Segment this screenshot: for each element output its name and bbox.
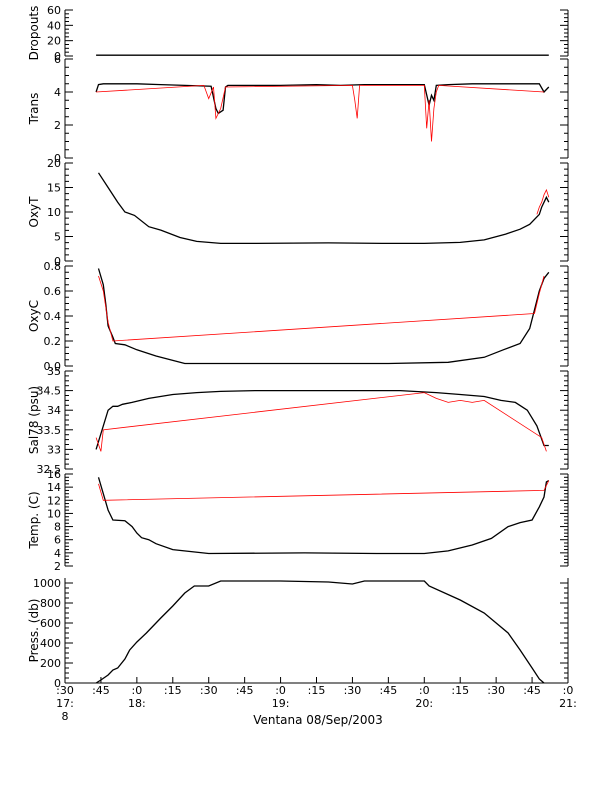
y-tick-label: 60 xyxy=(47,4,61,17)
series-line-oxyt-0 xyxy=(97,172,550,245)
x-tick-label: :15 xyxy=(164,684,182,697)
panel-oxyt: 0 5 10 15 20 OxyT xyxy=(27,157,569,268)
y-tick-label: 32.5 xyxy=(37,463,62,476)
y-tick-label: 33.5 xyxy=(37,424,62,437)
y-axis-label: OxyC xyxy=(27,300,41,332)
y-tick-label: 6 xyxy=(54,53,61,66)
hour-label: 21: xyxy=(559,697,577,710)
y-axis-label: Trans xyxy=(27,93,41,126)
y-tick-label: 800 xyxy=(40,597,61,610)
panel-sal78-psu: 32.5 33 33.5 34 34.5 35 Sal78 (psu) xyxy=(27,365,569,476)
y-tick-label: 1000 xyxy=(33,577,61,590)
y-tick-label: 10 xyxy=(47,507,61,520)
y-tick-label: 20 xyxy=(47,35,61,48)
y-tick-label: 600 xyxy=(40,617,61,630)
series-line-press-db-0 xyxy=(95,580,545,684)
y-tick-label: 6 xyxy=(54,534,61,547)
x-tick-label: :30 xyxy=(487,684,505,697)
y-tick-label: 34 xyxy=(47,404,61,417)
series-line-sal78-psu-1 xyxy=(95,392,547,452)
x-tick-label: :45 xyxy=(380,684,398,697)
series-line-oxyc-1 xyxy=(98,275,545,342)
y-tick-label: 0.8 xyxy=(44,260,62,273)
y-tick-label: 0.2 xyxy=(44,335,62,348)
y-tick-label: 5 xyxy=(54,231,61,244)
x-tick-label: :30 xyxy=(56,684,74,697)
y-tick-label: 0.6 xyxy=(44,285,62,298)
y-tick-label: 0 xyxy=(54,50,61,63)
y-tick-label: 200 xyxy=(40,657,61,670)
y-tick-label: 2 xyxy=(54,560,61,573)
x-tick-label: :0 xyxy=(131,684,142,697)
y-tick-label: 20 xyxy=(47,157,61,170)
y-tick-label: 14 xyxy=(47,481,61,494)
y-tick-label: 2 xyxy=(54,119,61,132)
series-line-trans-0 xyxy=(95,83,550,115)
y-tick-label: 0 xyxy=(54,677,61,690)
y-axis-label: Dropouts xyxy=(27,6,41,61)
panel-press-db: 0 200 400 600 800 1000 Press. (db) xyxy=(27,577,569,690)
x-tick-label: :30 xyxy=(200,684,218,697)
series-line-trans-1 xyxy=(96,84,545,142)
y-axis-label: OxyT xyxy=(27,196,41,228)
y-tick-label: 0.4 xyxy=(44,310,62,323)
y-tick-label: 0 xyxy=(54,255,61,268)
y-tick-label: 16 xyxy=(47,468,61,481)
y-tick-label: 33 xyxy=(47,443,61,456)
series-line-oxyt-1 xyxy=(536,188,550,215)
y-tick-label: 12 xyxy=(47,494,61,507)
series-line-oxyc-0 xyxy=(97,268,550,365)
y-tick-label: 4 xyxy=(54,86,61,99)
day-label: 8 xyxy=(62,710,69,723)
hour-label: 19: xyxy=(272,697,290,710)
y-tick-label: 0.0 xyxy=(44,360,62,373)
y-tick-label: 4 xyxy=(54,547,61,560)
hour-label: 18: xyxy=(128,697,146,710)
hour-label: 20: xyxy=(415,697,433,710)
x-tick-label: :0 xyxy=(275,684,286,697)
x-tick-label: :45 xyxy=(523,684,541,697)
x-tick-label: :45 xyxy=(236,684,254,697)
panel-dropouts: 0 20 40 60 Dropouts xyxy=(27,4,569,63)
series-line-sal78-psu-0 xyxy=(95,389,549,450)
x-tick-label: :15 xyxy=(451,684,469,697)
x-tick-label: :30 xyxy=(344,684,362,697)
y-tick-label: 10 xyxy=(47,206,61,219)
panel-oxyc: 0.0 0.2 0.4 0.6 0.8 OxyC xyxy=(27,260,569,373)
y-tick-label: 35 xyxy=(47,365,61,378)
y-axis-label: Press. (db) xyxy=(27,599,41,663)
panel-trans: 0 2 4 6 Trans xyxy=(27,53,569,165)
y-axis-label: Temp. (C) xyxy=(27,491,41,549)
y-axis-label: Sal78 (psu) xyxy=(27,386,41,454)
panels-layer: 0204060Dropouts0246Trans05101520OxyT0.00… xyxy=(27,4,569,690)
x-tick-label: :0 xyxy=(563,684,574,697)
y-tick-label: 400 xyxy=(40,637,61,650)
time-axis: :30 :45 :0 :15 :30 :45 :0 :15 :30 :45 :0 :15 :30 :45:… xyxy=(56,677,577,723)
x-tick-label: :45 xyxy=(92,684,110,697)
series-line-temp-c-0 xyxy=(97,477,550,555)
chart-caption: Ventana 08/Sep/2003 xyxy=(253,713,383,727)
x-tick-label: :15 xyxy=(308,684,326,697)
x-tick-label: :0 xyxy=(419,684,430,697)
y-tick-label: 8 xyxy=(54,521,61,534)
y-tick-label: 0 xyxy=(54,152,61,165)
y-tick-label: 15 xyxy=(47,182,61,195)
y-tick-label: 34.5 xyxy=(37,385,62,398)
series-line-temp-c-1 xyxy=(98,480,550,501)
y-tick-label: 40 xyxy=(47,19,61,32)
hour-label: 17: xyxy=(56,697,74,710)
